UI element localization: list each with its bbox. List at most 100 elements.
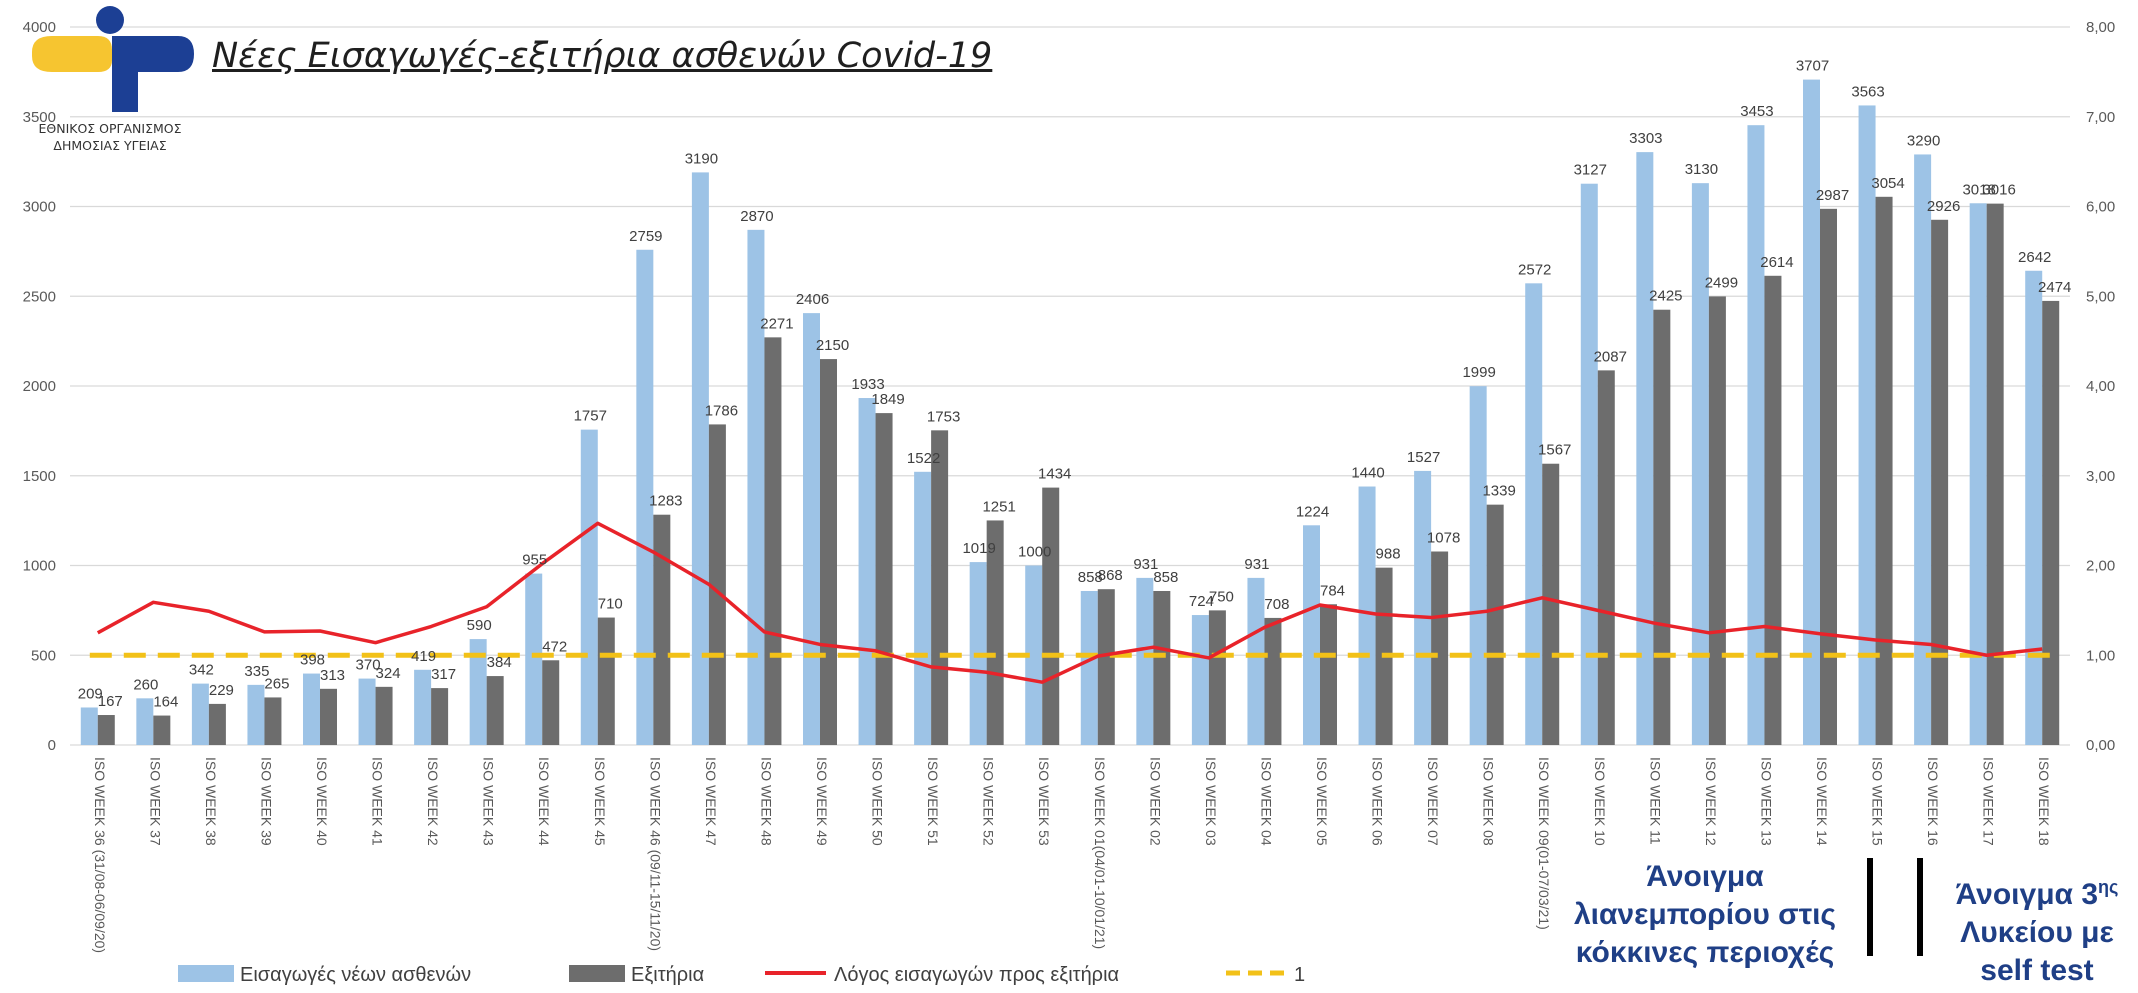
bar-admissions bbox=[747, 229, 765, 745]
data-label-discharges: 2087 bbox=[1594, 348, 1627, 365]
data-label-discharges: 2987 bbox=[1816, 187, 1849, 204]
bar-discharges bbox=[875, 413, 893, 745]
data-label-discharges: 164 bbox=[153, 694, 178, 711]
bar-admissions bbox=[1080, 590, 1098, 745]
bar-discharges bbox=[2042, 300, 2060, 745]
logo-text-line2: ΔΗΜΟΣΙΑΣ ΥΓΕΙΑΣ bbox=[53, 138, 167, 153]
bar-discharges bbox=[597, 617, 615, 745]
bar-admissions bbox=[1191, 615, 1209, 745]
bar-discharges bbox=[708, 424, 726, 745]
y2-axis-tick-label: 6,00 bbox=[2086, 199, 2115, 216]
legend-admissions-label: Εισαγωγές νέων ασθενών bbox=[240, 964, 471, 986]
y2-axis-tick-label: 8,00 bbox=[2086, 19, 2115, 36]
data-label-discharges: 2271 bbox=[760, 315, 793, 332]
legend-discharges-swatch bbox=[569, 965, 625, 982]
y2-axis-tick-label: 2,00 bbox=[2086, 558, 2115, 575]
data-label-admissions: 2870 bbox=[740, 208, 773, 225]
bar-admissions bbox=[1025, 565, 1043, 745]
bar-discharges bbox=[1486, 504, 1504, 745]
data-label-discharges: 167 bbox=[98, 693, 123, 710]
data-label-admissions: 1527 bbox=[1407, 449, 1440, 466]
x-axis-tick-label: ISO WEEK 11 bbox=[1647, 757, 1663, 845]
x-axis-tick-label: ISO WEEK 52 bbox=[981, 757, 997, 846]
data-label-discharges: 750 bbox=[1209, 588, 1234, 605]
data-label-admissions: 3303 bbox=[1629, 130, 1662, 147]
bar-admissions bbox=[414, 669, 432, 745]
bar-admissions bbox=[191, 683, 209, 745]
x-axis-tick-label: ISO WEEK 49 bbox=[814, 757, 830, 846]
x-axis-tick-label: ISO WEEK 05 bbox=[1314, 757, 1330, 846]
bar-discharges bbox=[820, 359, 837, 745]
bar-discharges bbox=[375, 686, 393, 745]
data-label-admissions: 398 bbox=[300, 652, 325, 669]
data-label-discharges: 2150 bbox=[816, 337, 849, 354]
bar-admissions bbox=[525, 573, 543, 745]
data-label-admissions: 955 bbox=[522, 552, 547, 569]
bar-discharges bbox=[931, 430, 949, 745]
data-label-discharges: 1753 bbox=[927, 408, 960, 425]
data-label-discharges: 3016 bbox=[1982, 182, 2015, 199]
x-axis-tick-label: ISO WEEK 13 bbox=[1758, 757, 1774, 846]
data-label-discharges: 2474 bbox=[2038, 279, 2071, 296]
bar-discharges bbox=[264, 697, 282, 745]
annotation-divider-2 bbox=[1917, 858, 1923, 956]
x-axis-tick-label: ISO WEEK 53 bbox=[1036, 757, 1052, 846]
data-label-admissions: 1019 bbox=[962, 540, 995, 557]
y-axis-tick-label: 3500 bbox=[23, 109, 56, 126]
data-label-admissions: 2642 bbox=[2018, 249, 2051, 266]
data-label-discharges: 1434 bbox=[1038, 466, 1071, 483]
x-axis-tick-label: ISO WEEK 46 (09/11-15/11/20) bbox=[647, 757, 663, 951]
bar-admissions bbox=[914, 471, 932, 745]
y-axis-tick-label: 1000 bbox=[23, 558, 56, 575]
bar-admissions bbox=[1247, 577, 1265, 745]
data-label-admissions: 209 bbox=[78, 685, 103, 702]
data-label-discharges: 1849 bbox=[871, 391, 904, 408]
data-label-admissions: 931 bbox=[1133, 556, 1158, 573]
annotation-school-line3: self test bbox=[1980, 954, 2094, 987]
bar-discharges bbox=[1708, 296, 1726, 745]
x-axis-tick-label: ISO WEEK 07 bbox=[1425, 757, 1441, 846]
data-label-admissions: 1757 bbox=[574, 408, 607, 425]
data-label-admissions: 3130 bbox=[1685, 161, 1718, 178]
bar-discharges bbox=[1097, 589, 1115, 745]
bar-discharges bbox=[1764, 275, 1782, 745]
x-axis-tick-label: ISO WEEK 41 bbox=[370, 757, 386, 846]
data-label-admissions: 1522 bbox=[907, 450, 940, 467]
x-axis-tick-label: ISO WEEK 37 bbox=[147, 757, 163, 846]
bar-discharges bbox=[764, 337, 782, 745]
bar-admissions bbox=[1747, 125, 1765, 745]
data-label-admissions: 342 bbox=[189, 662, 214, 679]
bar-discharges bbox=[1431, 551, 1449, 745]
data-label-admissions: 1999 bbox=[1462, 364, 1495, 381]
data-label-admissions: 2572 bbox=[1518, 261, 1551, 278]
x-axis-tick-label: ISO WEEK 42 bbox=[425, 757, 441, 846]
data-label-admissions: 260 bbox=[133, 676, 158, 693]
bar-discharges bbox=[1931, 219, 1949, 745]
data-label-discharges: 384 bbox=[487, 654, 512, 671]
y2-axis-tick-label: 7,00 bbox=[2086, 109, 2115, 126]
bar-admissions bbox=[136, 698, 154, 745]
annotation-retail-opening: Άνοιγμα λιανεμπορίου στις κόκκινες περιο… bbox=[1555, 858, 1855, 972]
annotation-school-opening: Άνοιγμα 3ης Λυκείου με self test bbox=[1936, 868, 2138, 990]
bar-admissions bbox=[303, 673, 320, 745]
data-label-discharges: 1786 bbox=[705, 402, 738, 419]
x-axis-tick-label: ISO WEEK 06 bbox=[1370, 757, 1386, 846]
bar-discharges bbox=[1820, 208, 1837, 745]
data-label-discharges: 710 bbox=[598, 596, 623, 613]
x-axis-tick-label: ISO WEEK 43 bbox=[481, 757, 497, 846]
bar-admissions bbox=[1525, 283, 1543, 745]
bar-discharges bbox=[986, 520, 1004, 745]
y-axis-tick-label: 2500 bbox=[23, 288, 56, 305]
bar-admissions bbox=[1303, 525, 1320, 745]
x-axis-tick-label: ISO WEEK 50 bbox=[870, 757, 886, 846]
data-label-admissions: 3707 bbox=[1796, 58, 1829, 75]
annotation-school-line1: Άνοιγμα 3ης bbox=[1936, 868, 2138, 914]
data-label-admissions: 931 bbox=[1244, 556, 1269, 573]
y-axis-tick-label: 2000 bbox=[23, 378, 56, 395]
x-axis-tick-label: ISO WEEK 04 bbox=[1258, 757, 1274, 846]
x-axis-tick-label: ISO WEEK 03 bbox=[1203, 757, 1219, 846]
bar-admissions bbox=[858, 398, 876, 745]
bar-admissions bbox=[1914, 154, 1932, 745]
data-label-admissions: 1000 bbox=[1018, 544, 1051, 561]
y2-axis-tick-label: 3,00 bbox=[2086, 468, 2115, 485]
